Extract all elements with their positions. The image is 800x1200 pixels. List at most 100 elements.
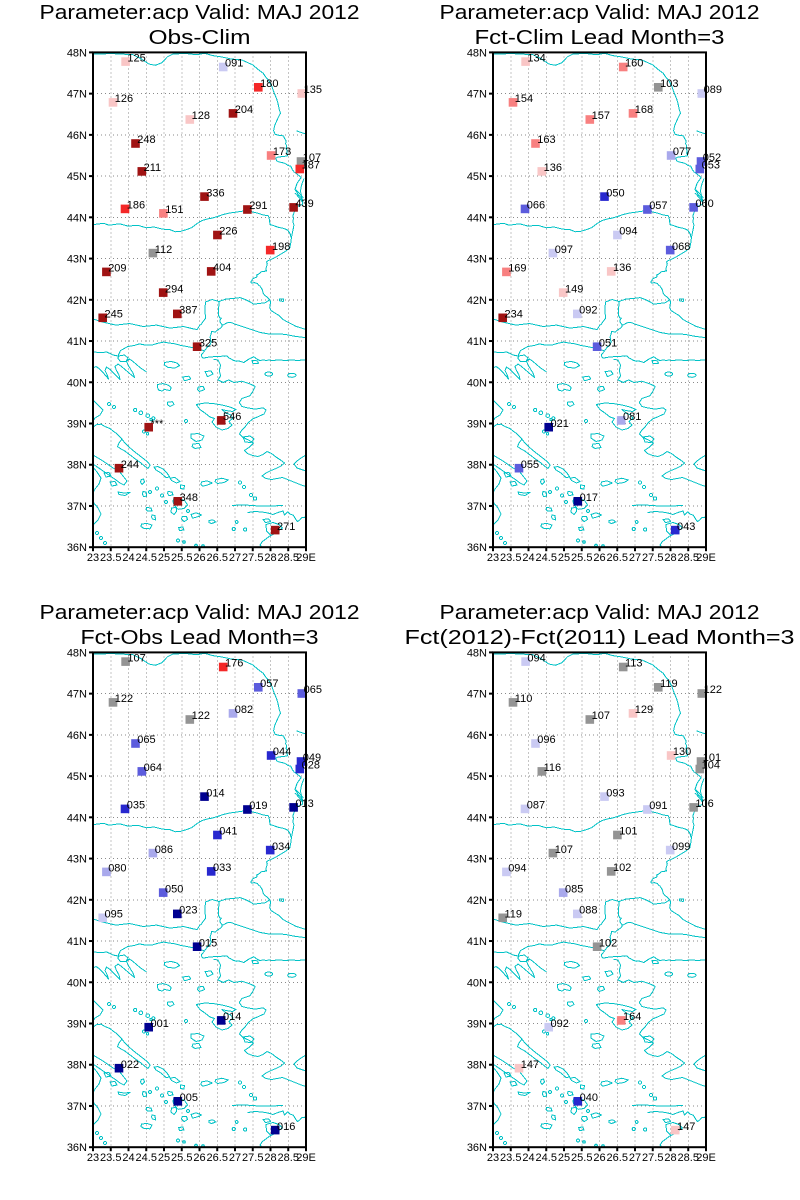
svg-text:Fct(2012)-Fct(2011) Lead Month: Fct(2012)-Fct(2011) Lead Month=3 [405,627,795,649]
svg-text:094: 094 [527,652,545,664]
svg-text:Parameter:acp Valid: MAJ 2012: Parameter:acp Valid: MAJ 2012 [440,602,760,624]
svg-text:130: 130 [673,746,691,758]
svg-text:404: 404 [213,262,231,274]
svg-text:107: 107 [592,710,610,722]
svg-text:022: 022 [121,1059,139,1071]
svg-text:Parameter:acp Valid: MAJ 2012: Parameter:acp Valid: MAJ 2012 [440,2,760,24]
svg-text:128: 128 [192,110,210,122]
svg-text:173: 173 [273,146,291,158]
svg-text:291: 291 [249,200,267,212]
svg-text:106: 106 [695,798,713,810]
svg-text:135: 135 [304,84,322,96]
svg-text:***: *** [151,418,165,430]
svg-text:Obs-Clim: Obs-Clim [149,27,251,49]
svg-text:057: 057 [260,678,278,690]
svg-text:122: 122 [704,684,722,696]
svg-text:157: 157 [592,110,610,122]
svg-text:101: 101 [703,752,721,764]
svg-text:129: 129 [635,704,653,716]
svg-text:209: 209 [108,263,126,275]
svg-text:097: 097 [555,244,573,256]
svg-text:041: 041 [219,826,237,838]
svg-text:126: 126 [115,93,133,105]
svg-text:065: 065 [304,684,322,696]
svg-text:016: 016 [277,1121,295,1133]
svg-text:035: 035 [127,800,145,812]
svg-text:051: 051 [599,337,617,349]
svg-text:110: 110 [515,693,533,705]
svg-text:060: 060 [695,198,713,210]
svg-text:050: 050 [165,883,183,895]
svg-text:147: 147 [677,1121,695,1133]
svg-text:091: 091 [649,800,667,812]
svg-text:049: 049 [303,752,321,764]
svg-text:112: 112 [155,244,173,256]
svg-text:204: 204 [235,104,253,116]
svg-text:244: 244 [121,459,139,471]
svg-text:096: 096 [537,734,555,746]
svg-text:023: 023 [179,905,197,917]
svg-text:102: 102 [613,862,631,874]
svg-text:125: 125 [127,52,145,64]
svg-text:085: 085 [565,883,583,895]
svg-text:187: 187 [302,160,320,172]
svg-text:095: 095 [105,909,123,921]
svg-text:122: 122 [115,693,133,705]
svg-text:107: 107 [127,652,145,664]
svg-text:034: 034 [272,841,290,853]
svg-text:325: 325 [199,337,217,349]
svg-text:102: 102 [599,937,617,949]
svg-text:168: 168 [635,104,653,116]
svg-text:154: 154 [515,93,533,105]
svg-text:080: 080 [108,863,126,875]
svg-text:021: 021 [551,418,569,430]
svg-text:099: 099 [672,841,690,853]
svg-text:Parameter:acp Valid: MAJ 2012: Parameter:acp Valid: MAJ 2012 [40,2,360,24]
svg-text:040: 040 [580,1092,598,1104]
svg-text:081: 081 [623,411,641,423]
svg-text:294: 294 [165,283,183,295]
svg-text:089: 089 [704,84,722,96]
svg-text:086: 086 [155,844,173,856]
svg-text:094: 094 [619,226,637,238]
svg-text:113: 113 [625,658,643,670]
svg-text:546: 546 [223,411,241,423]
svg-text:064: 064 [144,762,162,774]
svg-text:211: 211 [144,162,162,174]
svg-text:044: 044 [273,746,291,758]
svg-text:055: 055 [521,459,539,471]
svg-text:119: 119 [505,909,523,921]
svg-text:439: 439 [295,198,313,210]
svg-text:013: 013 [295,798,313,810]
svg-text:234: 234 [505,309,523,321]
svg-text:Fct-Obs Lead Month=3: Fct-Obs Lead Month=3 [81,627,319,649]
svg-text:245: 245 [105,309,123,321]
svg-text:198: 198 [272,241,290,253]
svg-text:169: 169 [508,263,526,275]
svg-text:017: 017 [580,492,598,504]
svg-text:186: 186 [127,200,145,212]
svg-text:103: 103 [660,78,678,90]
svg-text:136: 136 [613,262,631,274]
svg-text:151: 151 [165,204,183,216]
svg-text:116: 116 [544,762,562,774]
svg-text:053: 053 [702,160,720,172]
svg-text:180: 180 [260,78,278,90]
svg-text:164: 164 [623,1011,641,1023]
svg-text:107: 107 [303,152,321,164]
svg-text:043: 043 [677,521,695,533]
svg-text:387: 387 [179,305,197,317]
svg-text:176: 176 [225,658,243,670]
svg-text:107: 107 [555,844,573,856]
svg-text:091: 091 [225,58,243,70]
svg-text:093: 093 [606,787,624,799]
svg-text:348: 348 [180,492,198,504]
svg-text:065: 065 [137,734,155,746]
svg-text:101: 101 [619,826,637,838]
svg-text:005: 005 [180,1092,198,1104]
svg-text:163: 163 [537,134,555,146]
svg-text:122: 122 [192,710,210,722]
svg-text:094: 094 [508,863,526,875]
svg-text:001: 001 [151,1018,169,1030]
svg-text:336: 336 [206,187,224,199]
